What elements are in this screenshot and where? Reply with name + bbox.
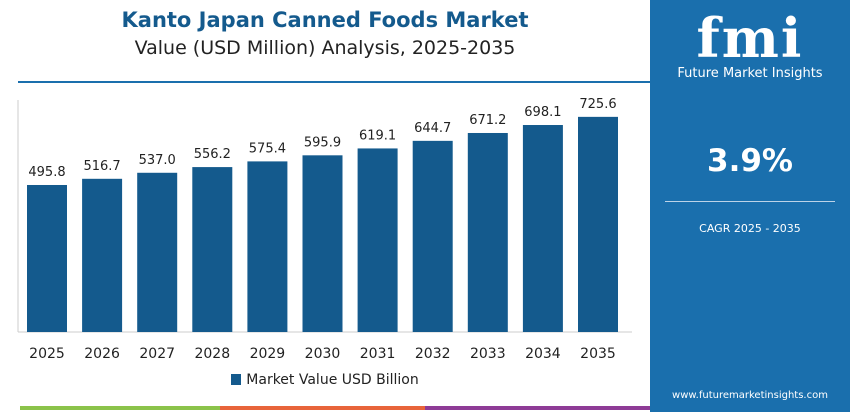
bar bbox=[82, 178, 123, 332]
bar-chart: 495.8 2025 516.7 2026 537.0 2027 556.2 2028 575.… bbox=[17, 97, 632, 362]
x-tick-label: 2026 bbox=[84, 346, 120, 362]
x-tick-label: 2035 bbox=[580, 346, 616, 362]
bar bbox=[302, 155, 343, 332]
bar bbox=[357, 148, 398, 332]
info-panel: fmi Future Market Insights 3.9% CAGR 202… bbox=[650, 0, 850, 412]
x-tick-label: 2033 bbox=[470, 346, 506, 362]
x-tick-label: 2032 bbox=[415, 346, 451, 362]
bar bbox=[247, 161, 288, 332]
x-tick-label: 2027 bbox=[139, 346, 175, 362]
stripe-green bbox=[20, 406, 220, 410]
bar bbox=[522, 125, 563, 332]
data-label: 595.9 bbox=[304, 135, 341, 150]
bar bbox=[412, 140, 453, 332]
data-label: 619.1 bbox=[359, 128, 396, 143]
legend-label: Market Value USD Billion bbox=[246, 372, 419, 388]
x-tick-label: 2028 bbox=[194, 346, 230, 362]
data-label: 495.8 bbox=[28, 165, 65, 180]
x-tick-label: 2034 bbox=[525, 346, 561, 362]
bar bbox=[137, 172, 178, 332]
data-label: 725.6 bbox=[579, 97, 616, 112]
data-label: 537.0 bbox=[139, 153, 176, 168]
cagr-value: 3.9% bbox=[707, 143, 793, 179]
x-tick-label: 2031 bbox=[360, 346, 396, 362]
data-label: 556.2 bbox=[194, 147, 231, 162]
data-label: 644.7 bbox=[414, 121, 451, 136]
data-label: 575.4 bbox=[249, 141, 286, 156]
bar bbox=[578, 116, 618, 333]
bar bbox=[27, 184, 67, 332]
stripe-purple bbox=[425, 406, 650, 410]
legend: Market Value USD Billion bbox=[0, 372, 650, 388]
data-label: 698.1 bbox=[524, 105, 561, 120]
chart-title: Kanto Japan Canned Foods Market bbox=[121, 8, 529, 32]
bar bbox=[467, 132, 508, 332]
x-tick-label: 2025 bbox=[29, 346, 65, 362]
fmi-logo: fmi bbox=[696, 6, 804, 70]
data-label: 671.2 bbox=[469, 113, 506, 128]
chart-subtitle: Value (USD Million) Analysis, 2025-2035 bbox=[134, 37, 516, 59]
panel-divider bbox=[665, 201, 835, 202]
x-tick-label: 2030 bbox=[305, 346, 341, 362]
bar bbox=[192, 167, 233, 332]
x-tick-label: 2029 bbox=[250, 346, 286, 362]
stripe-orange bbox=[220, 406, 425, 410]
cagr-label: CAGR 2025 - 2035 bbox=[699, 222, 801, 235]
website-link[interactable]: www.futuremarketinsights.com bbox=[672, 390, 828, 401]
brand-name: Future Market Insights bbox=[677, 66, 823, 81]
data-label: 516.7 bbox=[83, 159, 120, 174]
divider bbox=[18, 81, 658, 83]
legend-swatch bbox=[231, 374, 242, 385]
